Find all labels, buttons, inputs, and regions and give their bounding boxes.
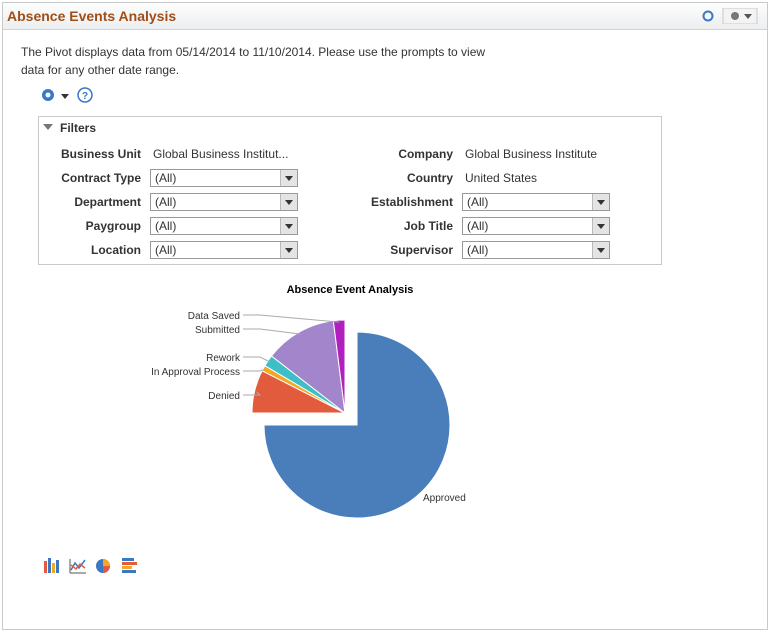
filter-dropdown[interactable]: (All) [150, 241, 298, 259]
filter-dropdown[interactable]: (All) [462, 193, 610, 211]
dropdown-button[interactable] [280, 170, 297, 186]
dropdown-button[interactable] [592, 194, 609, 210]
filter-label: Establishment [370, 195, 453, 209]
dropdown-button[interactable] [280, 242, 297, 258]
slice-label: Rework [206, 353, 241, 364]
dropdown-button[interactable] [280, 194, 297, 210]
filter-label: Contract Type [61, 171, 141, 185]
refresh-icon[interactable] [702, 10, 714, 22]
dropdown-value: (All) [155, 243, 177, 257]
dropdown-value: (All) [467, 243, 489, 257]
filters-box: Filters Business Unit Global Business Ins… [38, 116, 662, 265]
chart-title: Absence Event Analysis [287, 284, 414, 296]
slice-label: Approved [423, 493, 466, 504]
filter-label: Paygroup [85, 219, 141, 233]
line-chart-icon[interactable] [69, 559, 86, 574]
filter-label: Department [74, 195, 141, 209]
filter-label: Country [407, 171, 453, 185]
dropdown-arrow [744, 14, 752, 19]
slice-label: In Approval Process [151, 367, 240, 378]
gear-hole [45, 92, 51, 98]
leader-line [243, 368, 266, 372]
collapse-arrow[interactable] [43, 123, 55, 133]
filter-value: Global Business Institute [465, 147, 598, 161]
filter-value: Global Business Institut... [153, 147, 289, 161]
filter-dropdown[interactable]: (All) [150, 169, 298, 187]
filter-dropdown[interactable]: (All) [150, 217, 298, 235]
filters-title[interactable]: Filters [60, 121, 97, 135]
dropdown-value: (All) [155, 219, 177, 233]
filter-dropdown[interactable]: (All) [150, 193, 298, 211]
filter-label: Location [91, 243, 141, 257]
slice-label: Denied [208, 391, 240, 402]
filter-value: United States [465, 171, 538, 185]
help-icon[interactable] [77, 87, 93, 103]
horizontal-bar-icon[interactable] [122, 558, 137, 573]
filter-label: Supervisor [390, 243, 453, 257]
pagelet-header: Absence Events Analysis [3, 3, 767, 30]
dropdown-button[interactable] [592, 242, 609, 258]
filter-label: Company [398, 147, 453, 161]
chart: Absence Event Analysis Approved Denied In … [151, 284, 466, 519]
description: The Pivot displays data from 05/14/2014 … [21, 45, 486, 77]
leader-line [243, 314, 340, 323]
slice-label: Data Saved [188, 311, 240, 322]
dropdown-value: (All) [155, 195, 177, 209]
dropdown-value: (All) [467, 195, 489, 209]
slice-label: Submitted [195, 325, 240, 336]
dropdown-value: (All) [155, 171, 177, 185]
filter-dropdown[interactable]: (All) [462, 241, 610, 259]
gear-icon [731, 12, 739, 20]
chart-type-icons[interactable] [42, 556, 142, 576]
leader-line [243, 356, 270, 363]
pie-chart-icon[interactable] [96, 559, 110, 573]
leader-line [243, 391, 262, 396]
filter-dropdown[interactable]: (All) [462, 217, 610, 235]
header-icons[interactable] [701, 8, 761, 24]
leader-line [243, 328, 300, 335]
help-glyph: ? [82, 91, 88, 102]
dropdown-button[interactable] [280, 218, 297, 234]
pie-slice [332, 319, 346, 414]
pie-slice [263, 331, 451, 519]
pagelet-title: Absence Events Analysis [7, 8, 177, 24]
toolbar[interactable]: ? [39, 86, 99, 106]
filter-label: Job Title [403, 219, 453, 233]
dropdown-value: (All) [467, 219, 489, 233]
dropdown-button[interactable] [592, 218, 609, 234]
dropdown-arrow[interactable] [61, 94, 69, 99]
bar-chart-icon[interactable] [44, 558, 59, 573]
filter-label: Business Unit [60, 147, 141, 161]
options-button[interactable] [722, 8, 758, 24]
